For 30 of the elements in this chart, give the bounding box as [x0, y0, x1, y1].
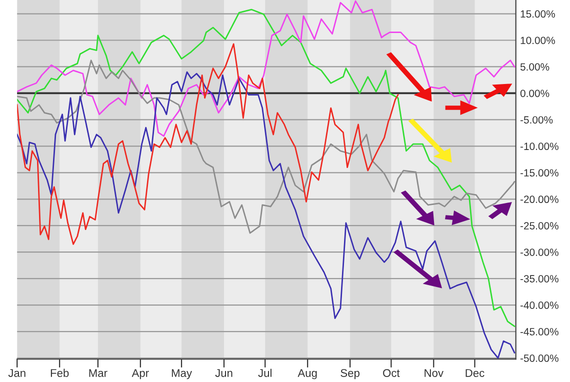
- x-tick-label: May: [172, 369, 192, 380]
- line-series: [17, 43, 399, 245]
- x-tick-label: Jun: [215, 369, 232, 377]
- x-tick-label: Sep: [340, 369, 360, 380]
- y-tick-label: 5.00%: [520, 63, 550, 71]
- y-tick-label: 15.00%: [520, 10, 555, 18]
- x-tick-label: Feb: [50, 368, 69, 377]
- y-tick-label: -25.00%: [520, 222, 558, 230]
- x-tick-label: Nov: [424, 369, 444, 377]
- y-tick-label: -45.00%: [520, 328, 558, 336]
- line-series: [17, 8, 516, 327]
- x-tick-label: Oct: [383, 369, 400, 377]
- y-tick-label: 10.00%: [520, 36, 555, 44]
- y-tick-label: -35.00%: [520, 275, 558, 282]
- y-tick-label: -50.00%: [520, 354, 558, 362]
- x-tick-label: Jul: [258, 368, 272, 377]
- y-tick-label: -10.00%: [520, 142, 558, 150]
- x-tick-label: Mar: [89, 369, 108, 377]
- x-tick-label: Jan: [8, 369, 26, 377]
- y-tick-label: 0.00%: [520, 90, 550, 98]
- y-tick-label: -15.00%: [520, 169, 558, 177]
- x-tick-label: Aug: [298, 369, 317, 380]
- y-tick-label: -40.00%: [520, 302, 558, 309]
- y-tick-label: -30.00%: [520, 248, 558, 256]
- y-tick-label: -20.00%: [520, 196, 558, 204]
- x-tick-label: Apr: [132, 369, 149, 380]
- line-series: [17, 0, 516, 137]
- line-series: [17, 60, 516, 234]
- x-tick-label: Dec: [466, 369, 484, 377]
- y-tick-label: -5.00%: [520, 116, 553, 124]
